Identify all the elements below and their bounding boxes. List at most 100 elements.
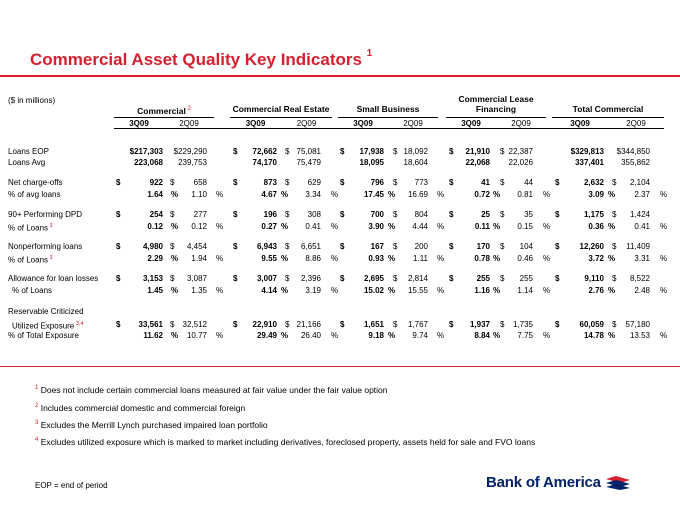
- footnote: 4 Excludes utilized exposure which is ma…: [35, 437, 536, 447]
- percent-sign: %: [437, 286, 445, 295]
- table-cell: 22,910: [252, 320, 277, 329]
- dollar-sign: $: [116, 178, 121, 187]
- table-cell: $344,850: [616, 147, 650, 156]
- dollar-sign: $: [285, 147, 290, 156]
- table-cell: 196: [263, 210, 277, 219]
- dollar-sign: $: [393, 147, 398, 156]
- period-header: 2Q09: [296, 119, 317, 128]
- percent-sign: %: [437, 254, 445, 263]
- table-cell: 4.67: [261, 190, 277, 199]
- dollar-sign: $: [555, 210, 560, 219]
- table-cell: 9.74: [412, 331, 428, 340]
- percent-sign: %: [493, 254, 501, 263]
- dollar-sign: $: [170, 178, 175, 187]
- table-cell: 0.11: [474, 222, 490, 231]
- table-cell: 277: [193, 210, 207, 219]
- dollar-sign: $: [340, 274, 345, 283]
- row-footnote-ref: 3,4: [74, 321, 84, 327]
- percent-sign: %: [331, 222, 339, 231]
- period-underline: [114, 128, 664, 129]
- percent-sign: %: [388, 222, 396, 231]
- dollar-sign: $: [612, 274, 617, 283]
- flag-logo-icon: [605, 475, 630, 490]
- dollar-sign: $: [500, 178, 505, 187]
- table-cell: 3.72: [588, 254, 604, 263]
- table-cell: 22,387: [508, 147, 533, 156]
- footnote: 3 Excludes the Merrill Lynch purchased i…: [35, 420, 268, 430]
- table-cell: 6,943: [256, 242, 277, 251]
- dollar-sign: $: [233, 210, 238, 219]
- period-header: 2Q09: [403, 119, 423, 128]
- percent-sign: %: [543, 254, 551, 263]
- footnote-number: 4: [35, 437, 39, 444]
- table-cell: 75,081: [296, 147, 321, 156]
- table-cell: 1,651: [363, 320, 384, 329]
- period-header: 2Q09: [511, 119, 531, 128]
- table-cell: 8.86: [305, 254, 321, 263]
- percent-sign: %: [331, 286, 339, 295]
- period-header: 3Q09: [353, 119, 373, 128]
- table-cell: 9.55: [261, 254, 277, 263]
- table-cell: 922: [149, 178, 163, 187]
- dollar-sign: $: [555, 178, 560, 187]
- dollar-sign: $: [555, 242, 560, 251]
- table-cell: 22,068: [465, 158, 490, 167]
- dollar-sign: $: [500, 274, 505, 283]
- dollar-sign: $: [233, 178, 238, 187]
- percent-sign: %: [660, 331, 668, 340]
- dollar-sign: $: [449, 274, 454, 283]
- dollar-sign: $: [555, 274, 560, 283]
- percent-sign: %: [660, 190, 668, 199]
- period-header: 2Q09: [179, 119, 199, 128]
- period-header: 3Q09: [245, 119, 266, 128]
- table-cell: 0.93: [368, 254, 384, 263]
- group-underline: [114, 117, 214, 118]
- table-cell: 1,937: [469, 320, 490, 329]
- table-cell: 2,695: [363, 274, 384, 283]
- dollar-sign: $: [449, 242, 454, 251]
- group-header: Small Business: [356, 104, 420, 114]
- percent-sign: %: [388, 254, 396, 263]
- percent-sign: %: [493, 331, 501, 340]
- row-label: % of Loans 3: [8, 223, 53, 233]
- table-cell: 239,753: [178, 158, 207, 167]
- percent-sign: %: [660, 254, 668, 263]
- percent-sign: %: [388, 190, 396, 199]
- row-footnote-ref: 3: [48, 223, 53, 229]
- table-cell: 104: [519, 242, 533, 251]
- dollar-sign: $: [233, 242, 238, 251]
- table-cell: 57,180: [625, 320, 650, 329]
- table-cell: 3.09: [588, 190, 604, 199]
- table-cell: 2.29: [147, 254, 163, 263]
- table-cell: 21,166: [296, 320, 321, 329]
- table-cell: 1.64: [147, 190, 163, 199]
- percent-sign: %: [331, 331, 339, 340]
- table-cell: 7.75: [517, 331, 533, 340]
- table-cell: 1.14: [517, 286, 533, 295]
- table-cell: 1.11: [413, 254, 428, 263]
- table-cell: 3.34: [305, 190, 321, 199]
- table-cell: 355,862: [621, 158, 650, 167]
- table-cell: 17,938: [359, 147, 384, 156]
- table-cell: 0.81: [517, 190, 533, 199]
- dollar-sign: $: [340, 178, 345, 187]
- period-header: 2Q09: [626, 119, 646, 128]
- dollar-sign: $: [170, 274, 175, 283]
- dollar-sign: $: [285, 274, 290, 283]
- dollar-sign: $: [170, 242, 175, 251]
- percent-sign: %: [216, 254, 224, 263]
- percent-sign: %: [608, 331, 616, 340]
- table-cell: 0.72: [474, 190, 490, 199]
- table-cell: 700: [370, 210, 384, 219]
- table-cell: 26.40: [300, 331, 321, 340]
- percent-sign: %: [216, 190, 224, 199]
- table-cell: 1.16: [474, 286, 490, 295]
- table-cell: 1.35: [191, 286, 207, 295]
- dollar-sign: $: [612, 242, 617, 251]
- percent-sign: %: [281, 331, 289, 340]
- row-label: Reservable Criticized: [8, 307, 84, 316]
- row-label: % of Total Exposure: [8, 331, 80, 340]
- percent-sign: %: [171, 254, 179, 263]
- title-footnote-ref: 1: [366, 48, 373, 59]
- table-cell: 873: [263, 178, 277, 187]
